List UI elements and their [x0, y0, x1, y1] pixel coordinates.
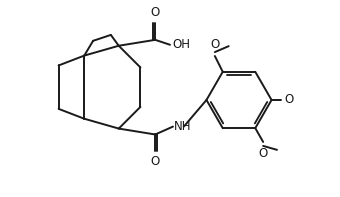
Text: NH: NH [174, 120, 191, 133]
Text: O: O [210, 38, 220, 51]
Text: O: O [151, 155, 160, 168]
Text: O: O [258, 147, 268, 160]
Text: OH: OH [172, 38, 190, 51]
Text: O: O [151, 6, 160, 19]
Text: O: O [284, 94, 294, 107]
